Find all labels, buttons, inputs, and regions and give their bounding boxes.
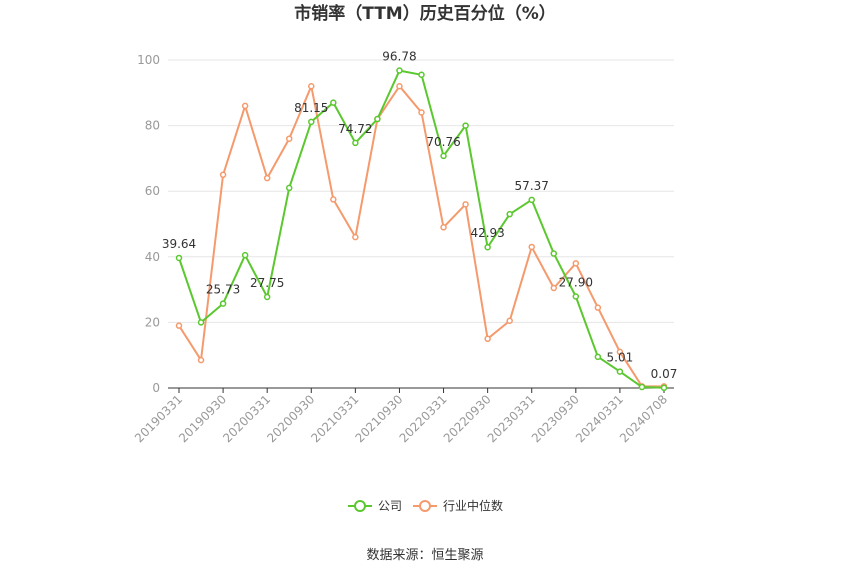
series-0-point[interactable] [330,99,337,106]
series-0-point[interactable] [241,251,249,259]
data-label: 42.93 [470,226,504,240]
data-label: 27.75 [250,276,284,290]
series-0-point[interactable] [308,118,315,126]
legend[interactable]: 公司 行业中位数 [348,498,503,513]
series-1-point[interactable] [572,260,580,267]
data-labels: 39.64 25.73 27.75 81.15 74.72 96.78 70.76 42.93… [162,50,678,381]
series-0-point[interactable] [484,243,491,251]
series-0-point[interactable] [616,368,624,375]
series-line-0 [178,69,665,389]
series-1-point[interactable] [197,356,205,364]
x-axis-ticks: 2019033120190930202003312020093020210331… [132,388,670,445]
data-label: 96.78 [382,50,416,64]
series-1-point[interactable] [418,109,425,116]
series-1-point[interactable] [396,82,403,90]
series-0-point[interactable] [197,319,205,326]
chart-title: 市销率（TTM）历史百分位（%） [294,3,556,24]
series-0-point[interactable] [175,254,183,262]
legend-item-industry-median[interactable]: 行业中位数 [413,498,503,513]
series-1-point[interactable] [550,284,558,292]
data-label: 39.64 [162,237,196,251]
series-0-point[interactable] [219,300,227,307]
series-1-point[interactable] [330,196,337,203]
data-label: 27.90 [559,275,593,289]
legend-item-company[interactable]: 公司 [348,499,402,513]
legend-industry-label: 行业中位数 [443,498,503,513]
series-1-point[interactable] [528,243,535,251]
series-0-point[interactable] [506,210,513,218]
series-0-point[interactable] [396,67,403,74]
series-0-point[interactable] [594,353,602,361]
series-lines [175,67,668,392]
data-label: 25.73 [206,283,240,297]
grid-lines [168,59,674,323]
series-1-point[interactable] [285,135,293,142]
y-tick-label: 40 [145,250,160,264]
legend-company-swatch-marker [354,500,366,512]
x-tick-label: 20240708 [617,392,670,445]
y-tick-label: 60 [145,184,160,198]
series-0-point[interactable] [352,139,359,147]
series-0-point[interactable] [660,384,668,392]
series-1-point[interactable] [506,317,513,325]
y-tick-label: 100 [137,53,160,67]
data-label: 74.72 [338,122,372,136]
legend-industry-swatch-marker [419,500,431,512]
data-label: 70.76 [426,135,460,149]
data-label: 0.07 [651,367,678,381]
data-label: 57.37 [515,179,549,193]
y-tick-label: 80 [145,119,160,133]
series-0-point[interactable] [285,184,293,192]
series-1-point[interactable] [263,174,271,182]
y-tick-label: 0 [152,381,160,395]
series-1-point[interactable] [440,224,447,231]
y-axis-ticks: 0 20 40 60 80 100 [137,53,160,395]
y-tick-label: 20 [145,315,160,329]
series-0-point[interactable] [418,71,425,79]
series-1-point[interactable] [594,304,602,311]
series-1-point[interactable] [219,171,227,179]
data-label: 81.15 [294,101,328,115]
data-source-text: 数据来源：恒生聚源 [366,548,483,563]
series-1-point[interactable] [241,102,249,110]
legend-company-label: 公司 [378,499,402,513]
series-1-point[interactable] [462,201,469,208]
series-1-point[interactable] [616,348,624,356]
series-1-point[interactable] [484,335,491,343]
data-label: 5.01 [607,351,634,365]
series-0-point[interactable] [440,152,447,160]
series-0-point[interactable] [572,293,580,300]
series-0-point[interactable] [462,122,469,129]
series-1-point[interactable] [308,82,315,90]
series-0-point[interactable] [550,250,558,257]
series-0-point[interactable] [263,293,271,301]
series-0-point[interactable] [528,196,535,204]
series-1-point[interactable] [352,233,359,241]
series-1-point[interactable] [175,322,183,329]
series-0-point[interactable] [638,383,646,391]
series-0-point[interactable] [374,115,381,123]
